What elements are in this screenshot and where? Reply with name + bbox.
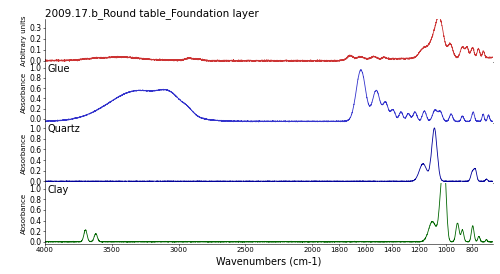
- Text: Glue: Glue: [47, 64, 70, 74]
- Y-axis label: Absorbance: Absorbance: [20, 133, 26, 174]
- Y-axis label: Absorbance: Absorbance: [20, 193, 26, 234]
- Text: Quartz: Quartz: [47, 124, 80, 134]
- Text: 2009.17.b_Round table_Foundation layer: 2009.17.b_Round table_Foundation layer: [45, 8, 259, 19]
- Y-axis label: Absorbance: Absorbance: [20, 72, 26, 113]
- X-axis label: Wavenumbers (cm-1): Wavenumbers (cm-1): [216, 256, 322, 266]
- Y-axis label: Arbitrary units: Arbitrary units: [20, 16, 26, 66]
- Text: Clay: Clay: [47, 185, 68, 195]
